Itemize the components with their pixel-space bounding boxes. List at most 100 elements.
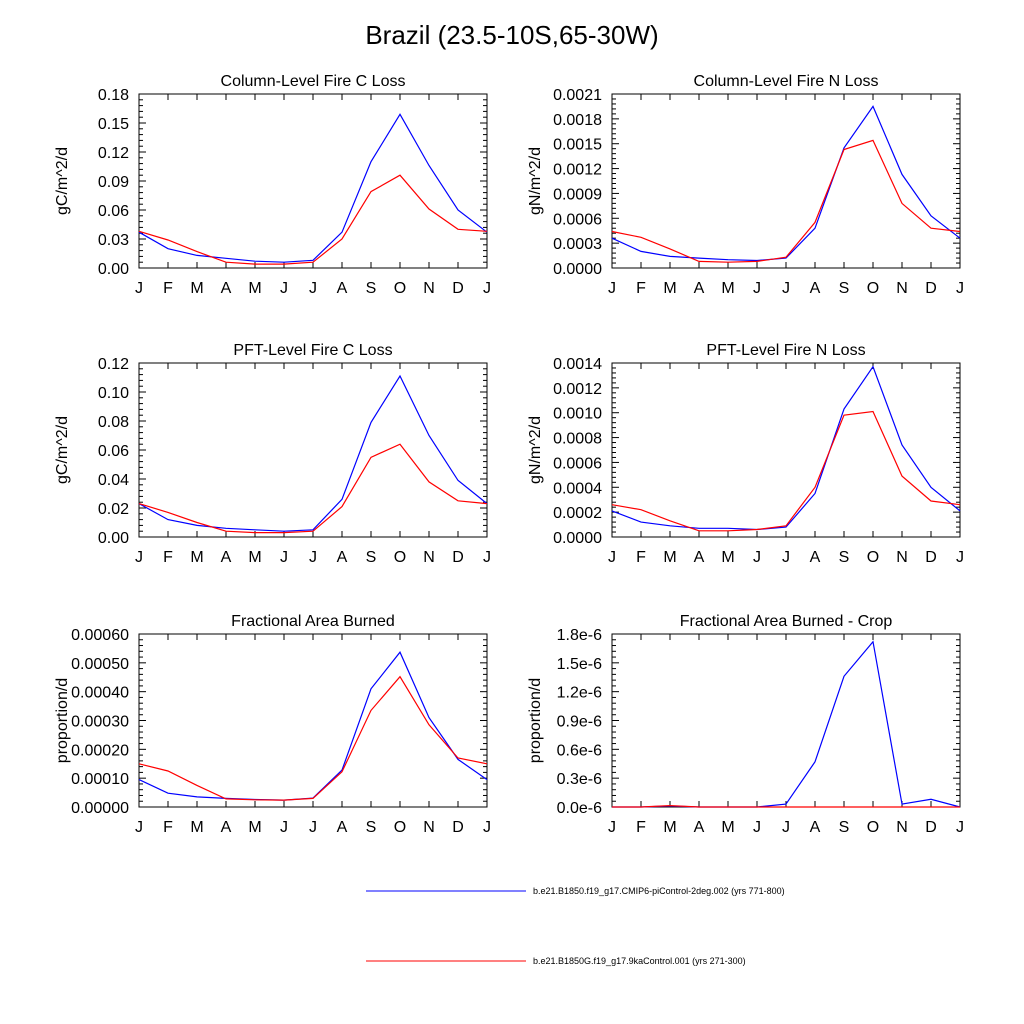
x-tick-label: M (248, 819, 261, 836)
y-tick-label: 1.2e-6 (557, 685, 602, 702)
y-tick-label: 0.03 (98, 232, 129, 249)
y-tick-label: 0.0000 (553, 261, 602, 278)
y-tick-label: 0.0014 (553, 356, 602, 373)
x-tick-label: J (956, 549, 964, 566)
x-tick-label: J (956, 280, 964, 297)
plot-frame (611, 633, 961, 808)
y-axis-label: gN/m^2/d (527, 416, 544, 484)
series-line-1 (138, 374, 488, 532)
x-tick-label: F (636, 549, 646, 566)
x-tick-label: J (483, 280, 491, 297)
y-axis-label: gN/m^2/d (527, 147, 544, 215)
series-line-2 (611, 139, 961, 263)
x-tick-label: M (190, 280, 203, 297)
y-tick-label: 0.00060 (71, 627, 129, 644)
series-line-2 (138, 174, 488, 265)
x-tick-label: M (248, 549, 261, 566)
chart-title: Column-Level Fire N Loss (694, 73, 879, 90)
y-tick-label: 0.0012 (553, 162, 602, 179)
x-tick-label: N (896, 280, 908, 297)
chart-title: Fractional Area Burned - Crop (680, 613, 893, 630)
x-tick-label: F (163, 819, 173, 836)
x-tick-label: N (896, 819, 908, 836)
chart-title: PFT-Level Fire C Loss (233, 342, 392, 359)
series-line-1 (138, 113, 488, 263)
x-tick-label: J (135, 549, 143, 566)
y-tick-label: 1.5e-6 (557, 656, 602, 673)
x-tick-label: A (810, 819, 821, 836)
x-tick-label: J (782, 819, 790, 836)
x-tick-label: J (753, 549, 761, 566)
x-tick-label: M (663, 819, 676, 836)
x-tick-label: D (925, 549, 937, 566)
y-tick-label: 0.0010 (553, 406, 602, 423)
legend-entry-1: b.e21.B1850.f19_g17.CMIP6-piControl-2deg… (366, 886, 785, 896)
x-tick-label: D (452, 549, 464, 566)
x-tick-label: S (366, 549, 377, 566)
series-line-1 (612, 640, 961, 808)
y-axis-label: gC/m^2/d (54, 416, 71, 484)
x-tick-label: N (423, 549, 435, 566)
y-tick-label: 0.0e-6 (557, 800, 602, 817)
series-line-1 (611, 105, 961, 262)
y-tick-label: 0.0009 (553, 186, 602, 203)
x-tick-label: N (896, 549, 908, 566)
x-tick-label: M (190, 819, 203, 836)
x-tick-label: M (248, 280, 261, 297)
y-tick-label: 0.06 (98, 443, 129, 460)
x-tick-label: D (452, 280, 464, 297)
x-tick-label: O (394, 280, 406, 297)
x-tick-label: O (867, 280, 879, 297)
x-tick-label: A (810, 280, 821, 297)
x-tick-label: J (483, 819, 491, 836)
x-tick-label: J (280, 280, 288, 297)
x-tick-label: J (280, 549, 288, 566)
x-tick-label: J (608, 819, 616, 836)
x-tick-label: J (753, 280, 761, 297)
x-tick-label: S (839, 549, 850, 566)
x-tick-label: J (135, 819, 143, 836)
x-tick-label: M (663, 280, 676, 297)
x-tick-label: J (956, 819, 964, 836)
x-tick-label: J (782, 549, 790, 566)
legend-entry-2: b.e21.B1850G.f19_g17.9kaControl.001 (yrs… (366, 956, 746, 966)
plot-frame (611, 93, 961, 269)
y-axis-label: gC/m^2/d (54, 147, 71, 215)
legend-label: b.e21.B1850G.f19_g17.9kaControl.001 (yrs… (533, 956, 746, 966)
y-tick-label: 0.0015 (553, 137, 602, 154)
x-tick-label: D (925, 819, 937, 836)
y-tick-label: 0.0008 (553, 431, 602, 448)
x-tick-label: J (608, 280, 616, 297)
y-tick-label: 0.15 (98, 116, 129, 133)
y-tick-label: 0.00000 (71, 800, 129, 817)
chart-title: Fractional Area Burned (231, 613, 395, 630)
x-tick-label: A (694, 280, 705, 297)
chart-title: Column-Level Fire C Loss (221, 73, 406, 90)
x-tick-label: S (366, 819, 377, 836)
y-tick-label: 0.9e-6 (557, 714, 602, 731)
x-tick-label: N (423, 280, 435, 297)
x-tick-label: A (337, 280, 348, 297)
y-tick-label: 0.3e-6 (557, 771, 602, 788)
x-tick-label: A (810, 549, 821, 566)
x-tick-label: J (309, 280, 317, 297)
x-tick-label: M (721, 549, 734, 566)
x-tick-label: M (190, 549, 203, 566)
x-tick-label: O (867, 549, 879, 566)
x-tick-label: F (163, 280, 173, 297)
y-tick-label: 0.09 (98, 174, 129, 191)
x-tick-label: A (694, 819, 705, 836)
chart-title: PFT-Level Fire N Loss (706, 342, 865, 359)
y-tick-label: 0.12 (98, 356, 129, 373)
series-line-1 (138, 651, 488, 801)
x-tick-label: J (483, 549, 491, 566)
y-tick-label: 0.00 (98, 530, 129, 547)
y-tick-label: 0.02 (98, 501, 129, 518)
x-tick-label: J (608, 549, 616, 566)
x-tick-label: A (221, 549, 232, 566)
x-tick-label: D (925, 280, 937, 297)
x-tick-label: S (839, 280, 850, 297)
x-tick-label: J (753, 819, 761, 836)
